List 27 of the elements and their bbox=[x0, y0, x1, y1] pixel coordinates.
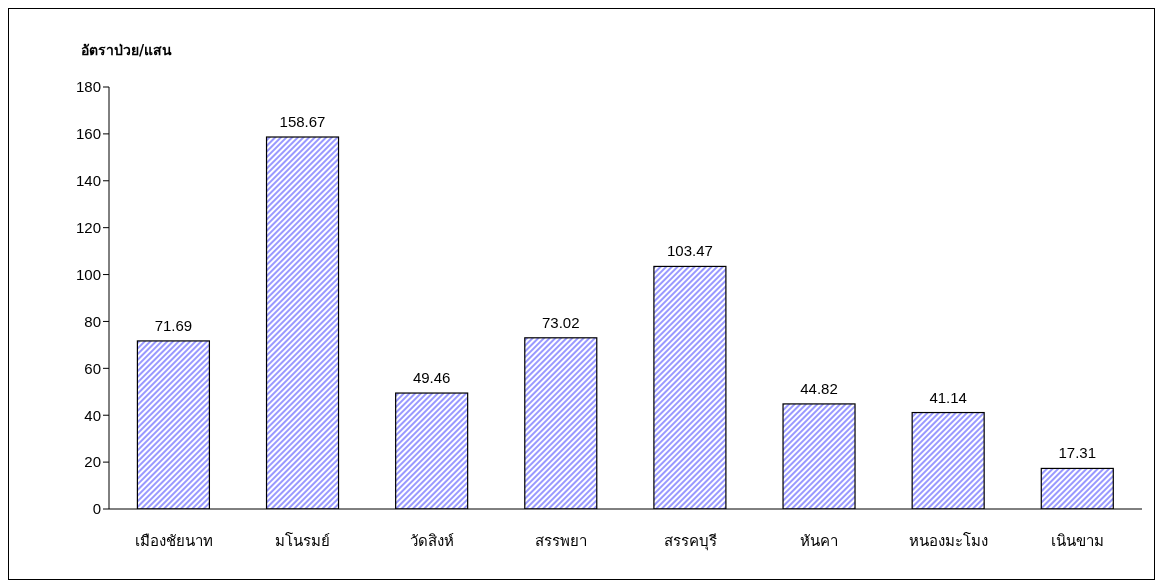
data-label: 103.47 bbox=[666, 242, 713, 260]
y-tick-label: 120 bbox=[75, 218, 101, 236]
data-label: 71.69 bbox=[154, 316, 193, 334]
x-tick-label: สรรพยา bbox=[534, 531, 587, 550]
y-tick-label: 100 bbox=[75, 265, 101, 283]
y-tick-label: 20 bbox=[84, 453, 101, 471]
x-tick-label: หันคา bbox=[800, 531, 839, 550]
y-tick-label: 80 bbox=[84, 312, 101, 330]
x-tick-label: วัดสิงห์ bbox=[409, 531, 454, 550]
x-tick-label: สรรคบุรี bbox=[663, 531, 717, 551]
y-tick-label: 40 bbox=[84, 406, 101, 424]
y-tick-label: 180 bbox=[75, 78, 101, 96]
data-label: 49.46 bbox=[412, 369, 451, 387]
x-tick-label: มโนรมย์ bbox=[275, 531, 331, 550]
x-tick-label: เมืองชัยนาท bbox=[134, 531, 213, 550]
y-tick-label: 160 bbox=[75, 125, 101, 143]
data-label: 41.14 bbox=[929, 388, 967, 406]
data-label: 44.82 bbox=[800, 379, 838, 397]
y-tick-label: 140 bbox=[75, 172, 101, 190]
x-tick-label: เนินขาม bbox=[1050, 531, 1104, 550]
x-tick-label: หนองมะโมง bbox=[908, 531, 988, 550]
y-tick-label: 0 bbox=[92, 500, 101, 518]
y-axis-title: อัตราป่วย/แสน bbox=[81, 41, 173, 60]
data-label: 73.02 bbox=[542, 313, 580, 331]
data-label: 158.67 bbox=[279, 113, 326, 131]
data-label: 17.31 bbox=[1058, 444, 1097, 462]
y-tick-label: 60 bbox=[84, 359, 101, 377]
